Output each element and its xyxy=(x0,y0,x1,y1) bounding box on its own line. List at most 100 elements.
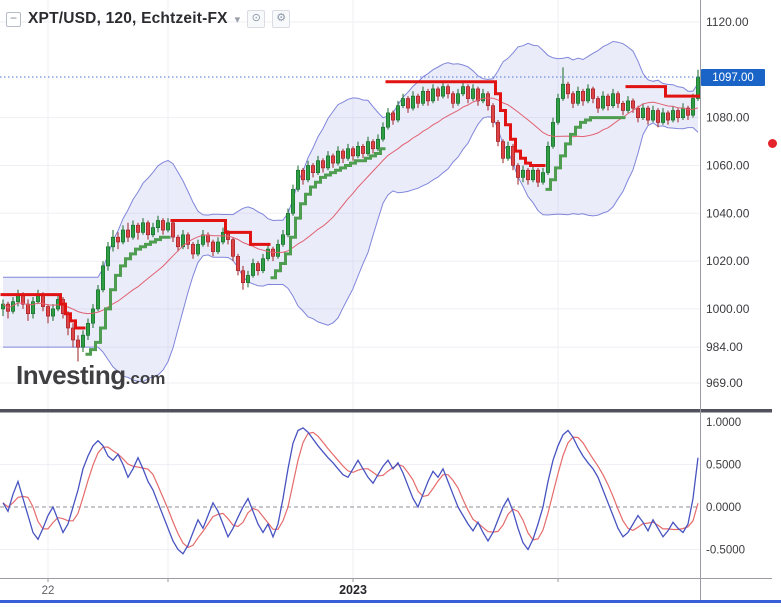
candle-body xyxy=(390,112,395,121)
candle-body xyxy=(186,234,191,245)
candle-body xyxy=(590,88,595,99)
candle-body xyxy=(535,169,540,183)
time-axis-label: 22 xyxy=(42,585,55,597)
candle-body xyxy=(300,169,305,181)
chart-title[interactable]: XPT/USD, 120, Echtzeit-FX xyxy=(28,10,228,27)
candle-body xyxy=(540,172,545,183)
candle-body xyxy=(695,76,700,99)
candle-body xyxy=(370,141,375,150)
candle-body xyxy=(320,160,325,169)
trend-stop-up-line xyxy=(545,116,626,191)
candle-body xyxy=(435,88,440,97)
candle-body xyxy=(560,83,565,99)
candle-body xyxy=(500,141,505,159)
price-axis-label: 1060.00 xyxy=(706,159,750,173)
candle-body xyxy=(96,289,101,310)
candle-body xyxy=(455,93,460,104)
oscillator-signal-line xyxy=(2,431,699,549)
candle-body xyxy=(380,126,385,140)
candle-body xyxy=(660,112,665,123)
trend-stop-down-line xyxy=(625,85,700,98)
candle-body xyxy=(610,93,615,106)
candle-body xyxy=(325,155,330,169)
gear-icon[interactable]: ⚙ xyxy=(272,10,291,28)
candle-body xyxy=(201,234,206,245)
candle-body xyxy=(181,234,186,248)
candle-body xyxy=(635,107,640,118)
candle-body xyxy=(260,258,265,272)
camera-icon[interactable]: ⊙ xyxy=(247,10,266,28)
candle-body xyxy=(50,308,55,317)
candle-body xyxy=(30,301,35,315)
candle-body xyxy=(345,148,350,159)
candle-body xyxy=(670,110,675,121)
candle-body xyxy=(490,105,495,123)
osc-axis-label: 0.5000 xyxy=(706,460,741,472)
current-price-badge: 1097.00 xyxy=(701,69,765,86)
candle-body xyxy=(620,103,625,111)
candle-body xyxy=(555,98,560,123)
candle-body xyxy=(365,141,370,154)
candle-body xyxy=(445,86,450,95)
candle-body xyxy=(530,169,535,181)
sma-line xyxy=(2,97,699,315)
candle-body xyxy=(355,146,360,157)
candle-body xyxy=(600,95,605,109)
candle-body xyxy=(280,234,285,245)
candle-body xyxy=(650,110,655,121)
candle-body xyxy=(510,146,515,166)
candle-body xyxy=(350,148,355,157)
price-axis-label: 1000.00 xyxy=(706,302,750,316)
candle-body xyxy=(450,93,455,104)
candle-body xyxy=(410,95,415,109)
price-axis-label: 1120.00 xyxy=(706,15,749,29)
candle-body xyxy=(575,91,580,104)
candle-body xyxy=(231,239,236,257)
candle-body xyxy=(440,86,445,97)
candle-body xyxy=(166,222,171,231)
panel-separator[interactable] xyxy=(0,409,772,413)
candle-body xyxy=(295,169,300,190)
candle-body xyxy=(121,229,126,243)
candle-body xyxy=(580,91,585,102)
chevron-down-icon[interactable]: ▾ xyxy=(234,13,241,26)
chart-header: − XPT/USD, 120, Echtzeit-FX ▾ ⊙ ⚙ xyxy=(6,10,291,28)
candle-body xyxy=(315,160,320,173)
candle-body xyxy=(605,95,610,106)
candle-body xyxy=(340,150,345,159)
candle-body xyxy=(630,100,635,109)
candle-body xyxy=(430,88,435,102)
candle-body xyxy=(420,91,425,104)
candle-body xyxy=(196,244,201,255)
trend-stop-down-line xyxy=(385,80,546,167)
oscillator-main-line xyxy=(2,427,699,555)
candle-body xyxy=(71,327,76,341)
oscillator-panel xyxy=(2,427,699,555)
candle-body xyxy=(310,165,315,173)
candle-body xyxy=(156,220,161,228)
candle-body xyxy=(405,98,410,109)
candle-body xyxy=(101,265,106,291)
watermark-suffix: .com xyxy=(125,369,166,388)
candle-body xyxy=(400,98,405,106)
osc-axis-label: -0.5000 xyxy=(706,545,745,557)
collapse-panel-button[interactable]: − xyxy=(6,11,21,27)
price-axis-label: 984.00 xyxy=(706,340,743,354)
candle-body xyxy=(126,229,131,238)
osc-axis-label: 0.0000 xyxy=(706,502,741,514)
candle-body xyxy=(136,224,141,233)
candle-body xyxy=(595,98,600,109)
candle-body xyxy=(86,322,91,336)
candle-body xyxy=(25,303,30,315)
alert-dot[interactable] xyxy=(768,139,777,148)
candle-body xyxy=(645,107,650,121)
candle-body xyxy=(146,222,151,236)
candle-body xyxy=(111,236,116,248)
bollinger-upper-line xyxy=(3,40,699,278)
candle-body xyxy=(480,93,485,102)
bottom-border xyxy=(0,600,781,603)
price-axis-label: 1020.00 xyxy=(706,254,750,268)
candle-body xyxy=(565,83,570,95)
